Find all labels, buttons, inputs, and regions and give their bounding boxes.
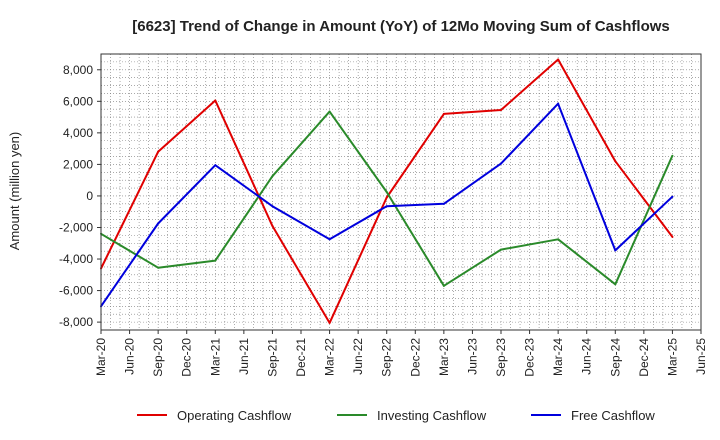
data-point xyxy=(671,195,674,198)
data-point xyxy=(214,99,217,102)
data-point xyxy=(157,222,160,225)
data-point xyxy=(328,110,331,113)
x-tick-label: Mar-25 xyxy=(665,338,679,376)
data-point xyxy=(557,102,560,105)
data-point xyxy=(557,238,560,241)
data-point xyxy=(157,150,160,153)
data-point xyxy=(614,283,617,286)
legend-label: Free Cashflow xyxy=(571,408,655,423)
x-tick-label: Jun-21 xyxy=(237,338,251,375)
data-point xyxy=(671,154,674,157)
x-tick-label: Jun-23 xyxy=(465,338,479,375)
y-tick-label: 6,000 xyxy=(63,94,93,108)
data-point xyxy=(328,238,331,241)
data-point xyxy=(271,205,274,208)
x-tick-label: Sep-21 xyxy=(265,338,279,377)
data-point xyxy=(442,284,445,287)
x-tick-label: Mar-21 xyxy=(208,338,222,376)
x-tick-label: Dec-20 xyxy=(180,338,194,377)
data-point xyxy=(214,259,217,262)
x-tick-label: Jun-24 xyxy=(580,338,594,375)
legend: Operating Cashflow Investing Cashflow Free… xyxy=(137,408,655,423)
y-tick-label: 8,000 xyxy=(63,63,93,77)
data-point xyxy=(500,248,502,251)
y-axis-ticks: -8,000 -6,000 -4,000 -2,000 0 2,000 4,000 6,000… xyxy=(59,63,101,329)
x-tick-label: Sep-22 xyxy=(380,338,394,377)
y-axis-label: Amount (million yen) xyxy=(7,132,22,251)
x-tick-label: Jun-25 xyxy=(694,338,708,375)
data-point xyxy=(442,202,445,205)
y-tick-label: 2,000 xyxy=(63,157,93,171)
y-tick-label: -2,000 xyxy=(59,220,93,234)
grid xyxy=(101,54,701,330)
data-point xyxy=(500,162,502,165)
x-tick-label: Jun-20 xyxy=(123,338,137,375)
data-point xyxy=(614,160,617,163)
x-tick-label: Sep-20 xyxy=(151,338,165,377)
data-point xyxy=(557,58,560,61)
data-point xyxy=(671,235,674,238)
x-tick-label: Dec-21 xyxy=(294,338,308,377)
x-axis-ticks: Mar-20 Jun-20 Sep-20 Dec-20 Mar-21 Jun-21 Sep-… xyxy=(94,330,708,377)
x-tick-label: Dec-23 xyxy=(523,338,537,377)
y-tick-label: 4,000 xyxy=(63,126,93,140)
x-tick-label: Jun-22 xyxy=(351,338,365,375)
data-point xyxy=(328,321,331,324)
x-tick-label: Mar-24 xyxy=(551,338,565,376)
y-tick-label: -4,000 xyxy=(59,252,93,266)
data-point xyxy=(500,108,502,111)
legend-label: Operating Cashflow xyxy=(177,408,292,423)
y-tick-label: -6,000 xyxy=(59,284,93,298)
legend-label: Investing Cashflow xyxy=(377,408,487,423)
data-point xyxy=(442,112,445,115)
x-tick-label: Mar-20 xyxy=(94,338,108,376)
plot-area-border xyxy=(100,53,702,331)
y-tick-label: -8,000 xyxy=(59,315,93,329)
data-point xyxy=(385,196,388,199)
series-lines xyxy=(100,58,674,324)
data-point xyxy=(271,175,274,178)
data-point xyxy=(614,249,617,252)
data-point xyxy=(385,191,388,193)
data-point xyxy=(271,224,274,227)
x-tick-label: Dec-24 xyxy=(637,338,651,377)
x-tick-label: Dec-22 xyxy=(408,338,422,377)
data-point xyxy=(157,266,160,269)
x-tick-label: Sep-23 xyxy=(494,338,508,377)
chart-title: [6623] Trend of Change in Amount (YoY) o… xyxy=(132,18,670,35)
x-tick-label: Mar-22 xyxy=(323,338,337,376)
x-tick-label: Mar-23 xyxy=(437,338,451,376)
data-point xyxy=(385,205,388,208)
data-point xyxy=(214,164,217,167)
x-tick-label: Sep-24 xyxy=(608,338,622,377)
y-tick-label: 0 xyxy=(86,189,93,203)
